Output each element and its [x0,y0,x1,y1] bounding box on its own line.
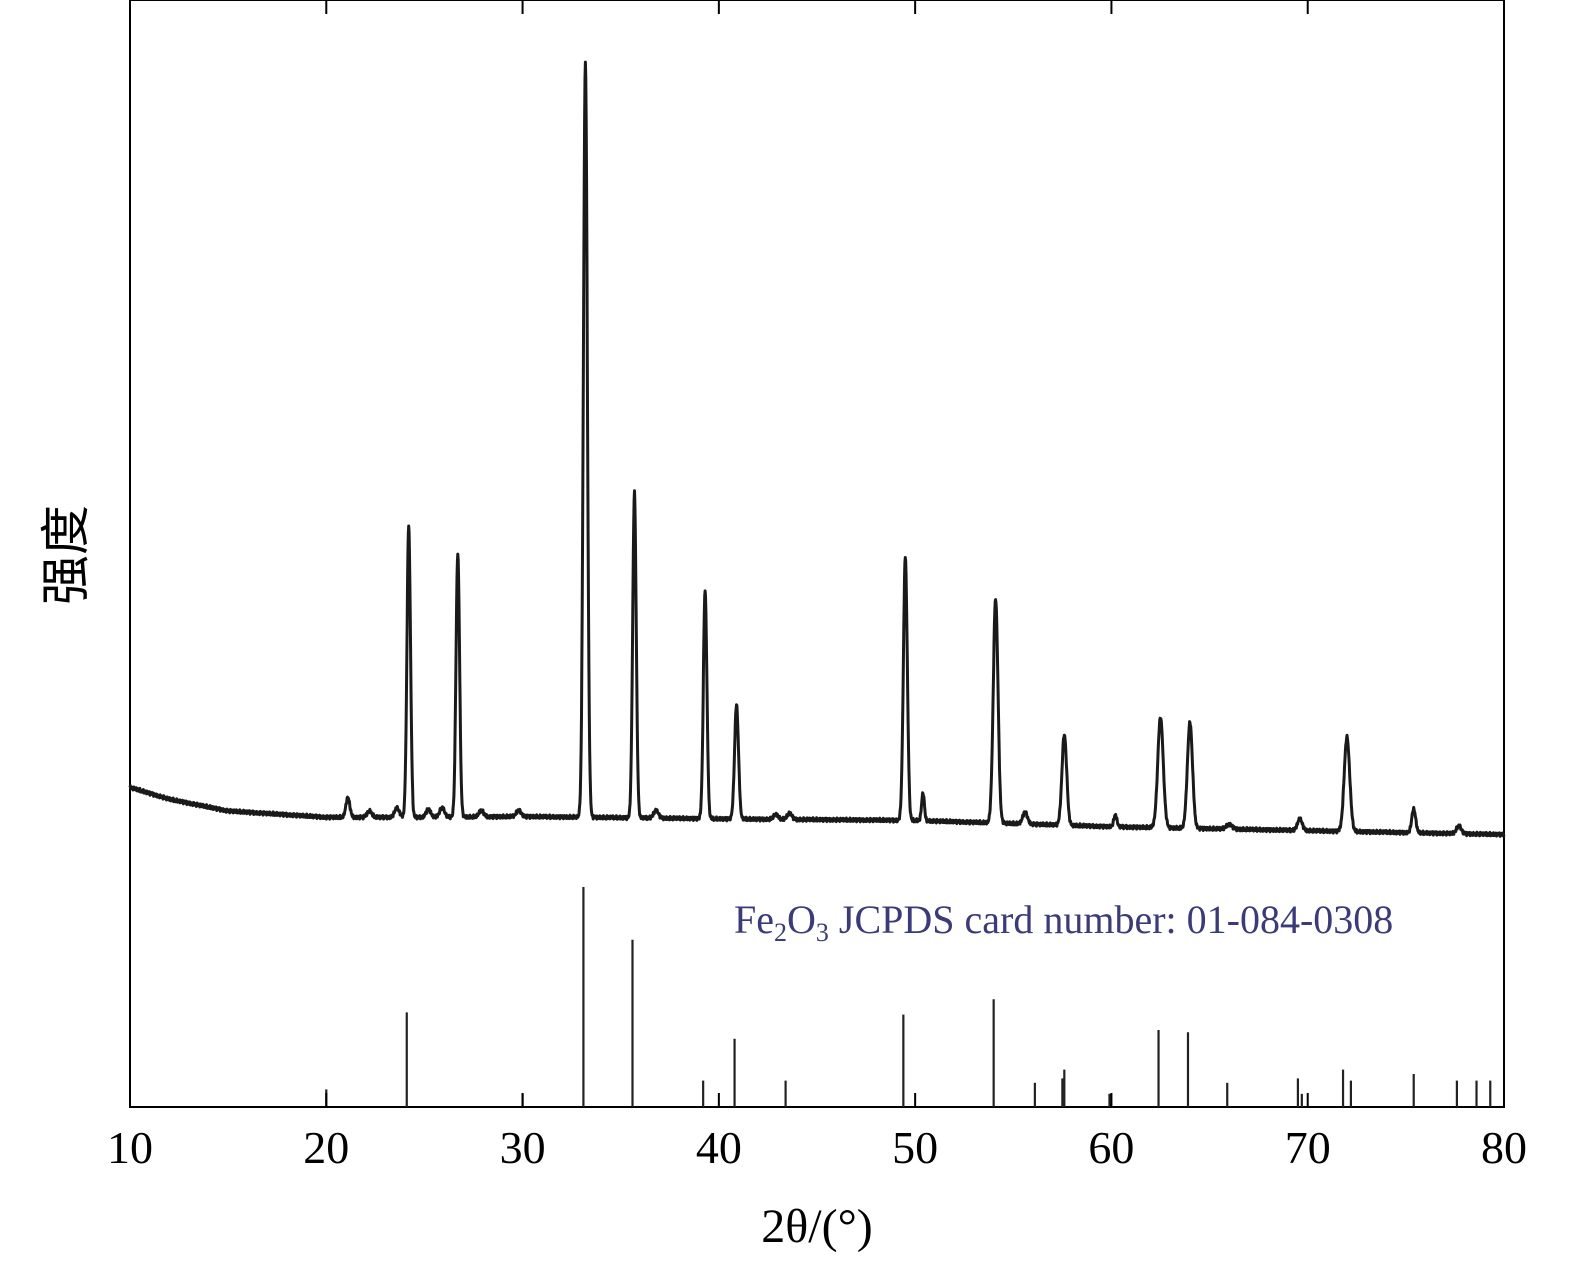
plot-frame [129,0,1505,1108]
reference-label: Fe2O3 JCPDS card number: 01-084-0308 [734,897,1393,947]
x-tick-label: 30 [500,1122,546,1173]
x-axis-ticks: 10 20 30 40 50 60 70 80 [107,0,1527,1173]
x-tick-label: 20 [303,1122,349,1173]
x-tick-label: 70 [1285,1122,1331,1173]
x-tick-label: 40 [696,1122,742,1173]
reference-lines [325,887,1492,1107]
y-axis-title: 强度 [37,505,95,605]
xrd-pattern-line [128,60,1506,838]
x-tick-label: 80 [1481,1122,1527,1173]
x-tick-label: 60 [1088,1122,1134,1173]
x-axis-title: 2θ/(°) [761,1200,873,1253]
x-tick-label: 10 [107,1122,153,1173]
x-tick-label: 50 [892,1122,938,1173]
